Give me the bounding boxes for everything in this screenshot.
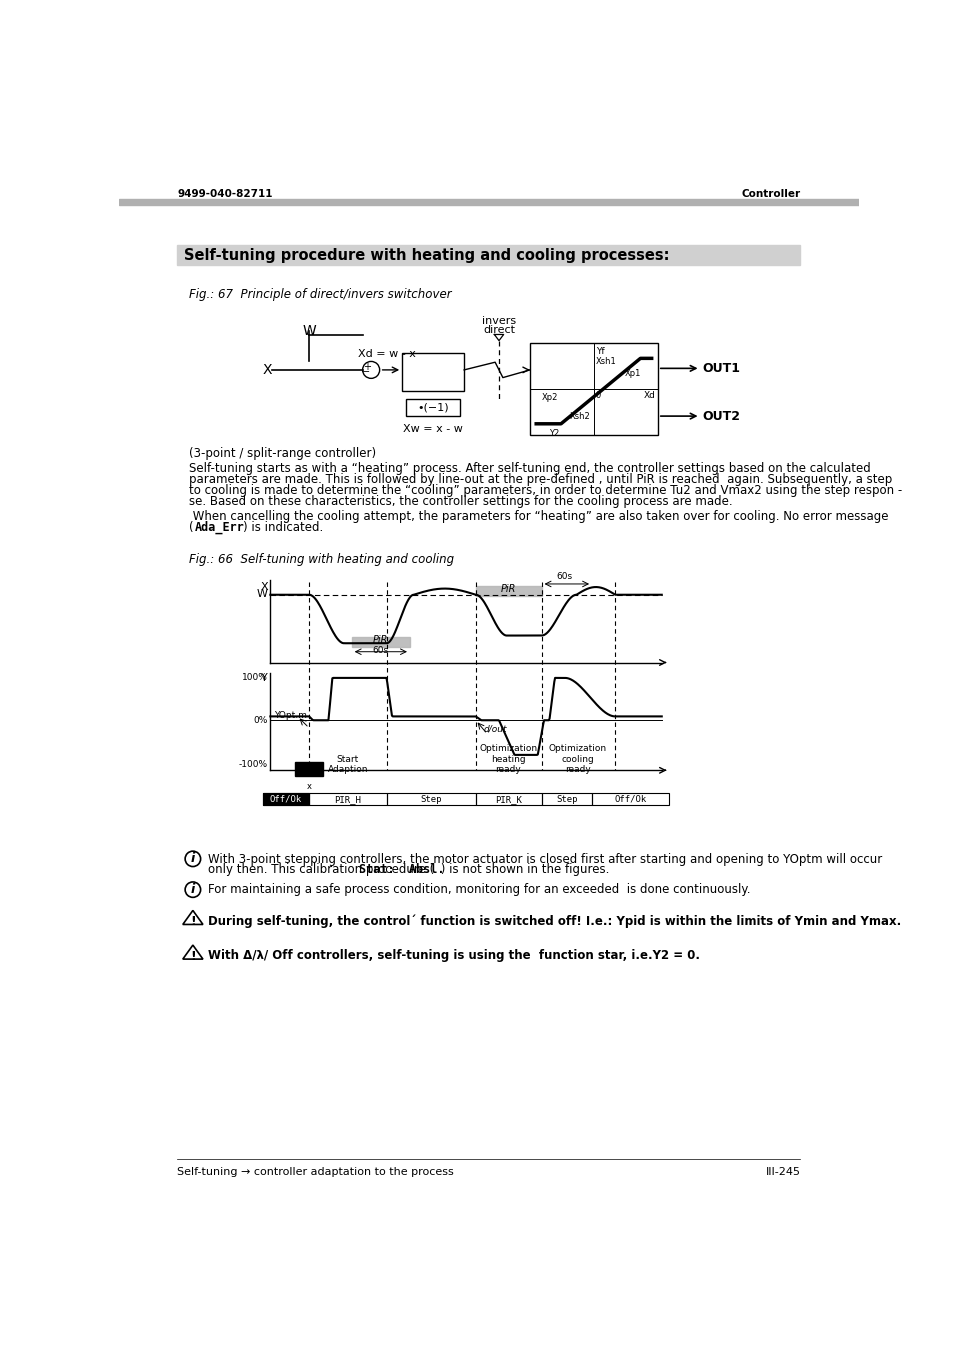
Text: With 3-point stepping controllers, the motor actuator is closed first after star: With 3-point stepping controllers, the m…	[208, 853, 882, 865]
Text: Xp1: Xp1	[624, 369, 640, 378]
Text: 100%: 100%	[242, 674, 268, 682]
Text: PiR: PiR	[373, 634, 388, 645]
Text: parameters are made. This is followed by line-out at the pre-defined , until PiR: parameters are made. This is followed by…	[189, 472, 891, 486]
Text: Start
Adaption: Start Adaption	[327, 755, 368, 774]
Text: Optimization
heating
ready: Optimization heating ready	[478, 744, 537, 774]
Text: Step: Step	[420, 795, 441, 803]
Text: Y: Y	[261, 672, 268, 683]
Text: During self-tuning, the control´ function is switched off! I.e.: Ypid is within : During self-tuning, the control´ functio…	[208, 914, 901, 927]
Text: Xsh2: Xsh2	[569, 412, 590, 421]
Bar	[402, 352, 464, 392]
Text: For maintaining a safe process condition, monitoring for an exceeded  is done co: For maintaining a safe process condition…	[208, 883, 750, 896]
Text: Stat:  Absl.: Stat: Absl.	[359, 864, 444, 876]
Text: invers: invers	[481, 316, 516, 325]
Text: PIR_K: PIR_K	[495, 795, 521, 803]
Text: Start: Start	[297, 764, 321, 774]
Text: i: i	[191, 883, 194, 896]
Bar	[592, 794, 669, 805]
Text: Xd: Xd	[643, 392, 655, 401]
Text: -100%: -100%	[238, 760, 268, 768]
Text: When cancelling the cooling attempt, the parameters for “heating” are also taken: When cancelling the cooling attempt, the…	[189, 510, 887, 522]
Text: •(−1): •(−1)	[416, 402, 449, 413]
Polygon shape	[352, 637, 410, 647]
Bar	[309, 794, 386, 805]
Text: Y2: Y2	[549, 429, 559, 439]
Text: Fig.: 66  Self-tuning with heating and cooling: Fig.: 66 Self-tuning with heating and co…	[189, 554, 454, 566]
Bar	[406, 400, 459, 416]
Text: Xsh1: Xsh1	[595, 356, 616, 366]
Bar	[386, 794, 476, 805]
Bar	[530, 343, 658, 435]
Text: OUT2: OUT2	[702, 409, 740, 423]
Text: direct: direct	[482, 325, 515, 335]
Text: 9499-040-82711: 9499-040-82711	[177, 189, 273, 200]
Text: (: (	[189, 521, 193, 533]
Text: 60s: 60s	[557, 572, 573, 580]
Text: Fig.: 67  Principle of direct/invers switchover: Fig.: 67 Principle of direct/invers swit…	[189, 288, 451, 301]
Text: 0: 0	[595, 392, 600, 401]
Text: Xd = w - x: Xd = w - x	[357, 350, 416, 359]
Text: Yf: Yf	[596, 347, 604, 356]
Bar	[177, 246, 800, 265]
Text: W: W	[302, 324, 315, 338]
Text: Self-tuning procedure with heating and cooling processes:: Self-tuning procedure with heating and c…	[183, 247, 668, 263]
Text: PiR: PiR	[500, 583, 516, 594]
Text: only then. This calibration procedure (: only then. This calibration procedure (	[208, 864, 438, 876]
Text: W: W	[256, 589, 268, 598]
Text: With Δ/λ/ Off controllers, self-tuning is using the  function star, i.e.Y2 = 0.: With Δ/λ/ Off controllers, self-tuning i…	[208, 949, 700, 963]
Bar	[541, 794, 592, 805]
Text: !: !	[190, 950, 195, 963]
Text: +: +	[363, 362, 371, 371]
Text: YOpt.m: YOpt.m	[274, 711, 307, 721]
Text: Self-tuning → controller adaptation to the process: Self-tuning → controller adaptation to t…	[177, 1166, 454, 1177]
Bar	[262, 794, 309, 805]
Text: to cooling is made to determine the “cooling” parameters, in order to determine : to cooling is made to determine the “coo…	[189, 483, 902, 497]
Text: 0%: 0%	[253, 716, 268, 725]
Text: 60s: 60s	[372, 645, 388, 655]
Text: Off/Ok: Off/Ok	[270, 795, 302, 803]
Text: Off/Ok: Off/Ok	[270, 795, 302, 803]
Text: (3-point / split-range controller): (3-point / split-range controller)	[189, 447, 375, 460]
Text: ) is indicated.: ) is indicated.	[243, 521, 323, 533]
Text: Ada_Err: Ada_Err	[194, 521, 244, 535]
Text: Xw = x - w: Xw = x - w	[403, 424, 462, 433]
Bar	[262, 794, 309, 805]
Text: OUT1: OUT1	[702, 362, 740, 375]
Text: −: −	[361, 367, 370, 377]
Text: Xp2: Xp2	[541, 393, 558, 402]
Text: ) is not shown in the figures.: ) is not shown in the figures.	[436, 864, 609, 876]
Text: x: x	[306, 782, 312, 791]
Bar	[119, 198, 858, 205]
Text: X: X	[262, 363, 272, 377]
Text: Off/Ok: Off/Ok	[614, 795, 646, 803]
Text: Controller: Controller	[740, 189, 800, 200]
Text: d/out: d/out	[483, 724, 506, 733]
Bar	[476, 794, 541, 805]
Text: se. Based on these characteristics, the controller settings for the cooling proc: se. Based on these characteristics, the …	[189, 494, 732, 508]
Text: Optimization
cooling
ready: Optimization cooling ready	[548, 744, 606, 774]
Text: Self-tuning starts as with a “heating” process. After self-tuning end, the contr: Self-tuning starts as with a “heating” p…	[189, 462, 870, 475]
Polygon shape	[476, 586, 541, 597]
Text: X: X	[260, 582, 268, 591]
Text: !: !	[190, 915, 195, 929]
Text: PIR_H: PIR_H	[335, 795, 361, 803]
Text: III-245: III-245	[764, 1166, 800, 1177]
Text: Step: Step	[556, 795, 577, 803]
Text: i: i	[191, 852, 194, 865]
